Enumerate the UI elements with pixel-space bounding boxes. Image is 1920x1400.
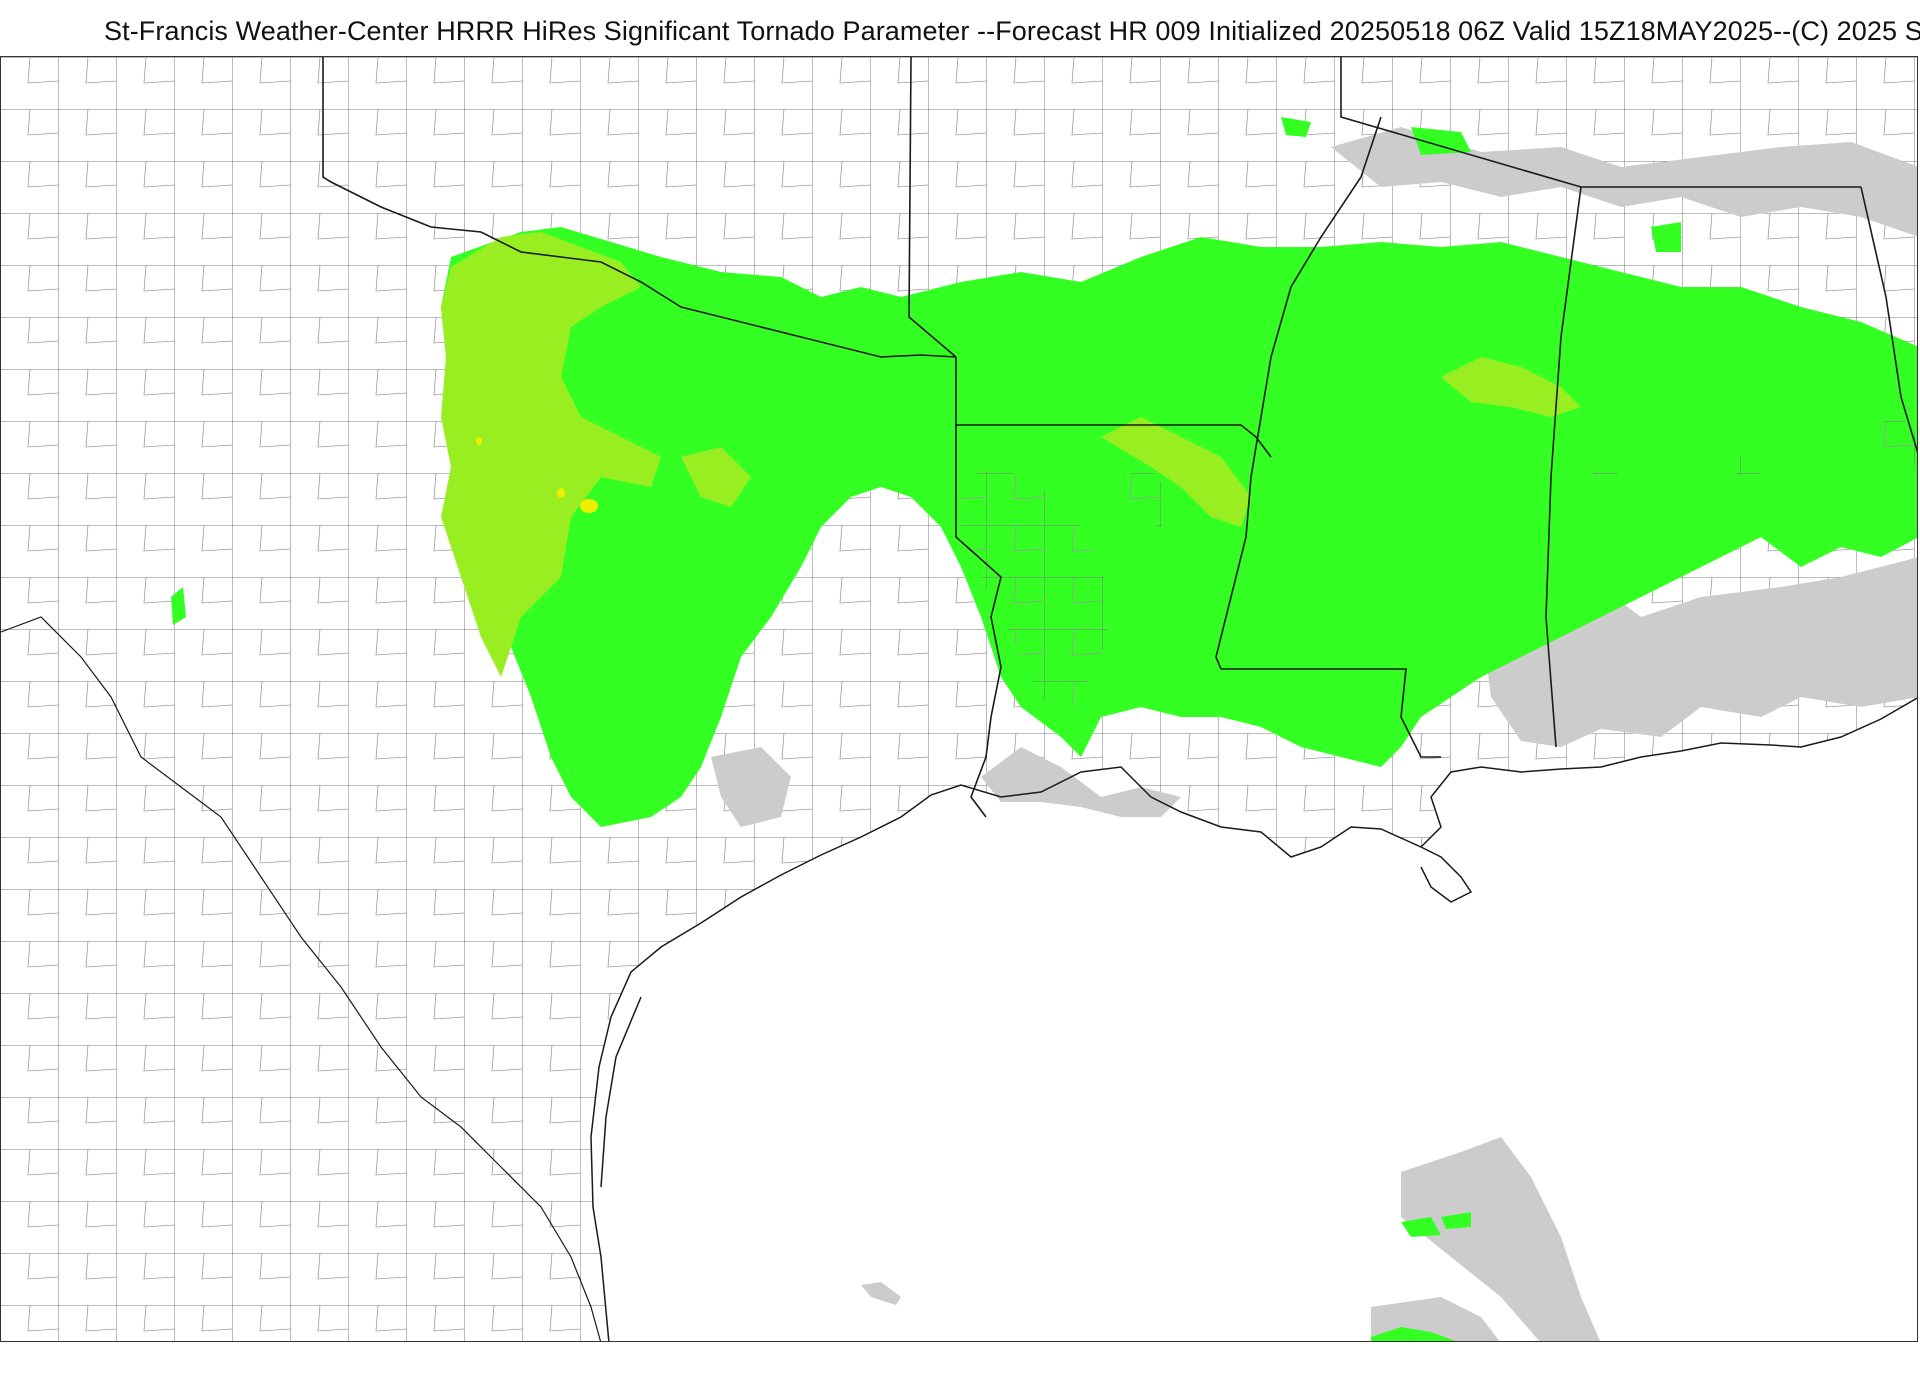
- boundary-la-ms: [1221, 668, 1441, 758]
- coastline-layer: [590, 697, 1917, 1341]
- yellow-max-b: [557, 488, 565, 498]
- yellow-max-c: [476, 437, 482, 445]
- coastline-mississippi-delta: [1420, 846, 1473, 903]
- border-layer: [1, 616, 602, 1341]
- green-region-gulf-c: [1371, 1327, 1456, 1341]
- clear-patch-e: [1861, 417, 1917, 467]
- boundary-ar-la: [955, 357, 1002, 818]
- boundary-tn-south: [1340, 57, 1861, 188]
- green-region-north-b: [1411, 127, 1471, 155]
- lime-region-ms-al: [1441, 357, 1581, 417]
- green-region-gulf-a: [1401, 1217, 1441, 1237]
- map-canvas: [1, 57, 1917, 1341]
- clear-patches-layer: [961, 417, 1917, 717]
- clear-patch-d: [1731, 452, 1761, 477]
- gray-region-north: [1331, 127, 1917, 237]
- lime-shading-layer: [441, 232, 1581, 677]
- clear-patch-b: [1121, 467, 1171, 527]
- green-region-north-a: [1281, 117, 1311, 137]
- border-rio-grande: [1, 616, 602, 1341]
- gray-region-tx: [711, 747, 791, 827]
- lime-region-ar: [1101, 417, 1251, 527]
- clear-patch-c: [1581, 447, 1621, 487]
- clear-patch-a: [961, 467, 1111, 717]
- gray-region-mid: [981, 747, 1181, 817]
- yellow-max-a: [580, 499, 598, 513]
- coastline-barrier-islands: [600, 996, 642, 1188]
- boundary-tx-panhandle: [322, 57, 957, 358]
- boundary-ar-ms: [956, 424, 1272, 458]
- boundary-ar-north: [908, 57, 957, 358]
- green-region-tx-west: [171, 587, 186, 625]
- coastline-gulf: [590, 697, 1917, 1341]
- lime-region-tx-b: [681, 447, 751, 507]
- green-region-main: [441, 227, 1917, 827]
- boundary-al-ga: [1860, 186, 1917, 454]
- yellow-shading-layer: [476, 437, 598, 513]
- lime-region-ok-tx: [441, 232, 661, 677]
- green-region-gulf-b: [1441, 1212, 1471, 1229]
- gray-region-gulf-c: [861, 1282, 901, 1305]
- map-frame: [0, 56, 1918, 1342]
- title-bar: St-Francis Weather-Center HRRR HiRes Sig…: [0, 0, 1920, 56]
- state-boundaries-layer: [322, 57, 1917, 818]
- boundary-ms-al: [1545, 186, 1582, 748]
- boundary-mississippi-river: [1215, 116, 1382, 670]
- map-title: St-Francis Weather-Center HRRR HiRes Sig…: [104, 16, 1920, 46]
- green-region-north-c: [1651, 222, 1681, 252]
- gray-region-gulf-a: [1401, 1137, 1601, 1341]
- green-shading-layer: [171, 117, 1917, 1341]
